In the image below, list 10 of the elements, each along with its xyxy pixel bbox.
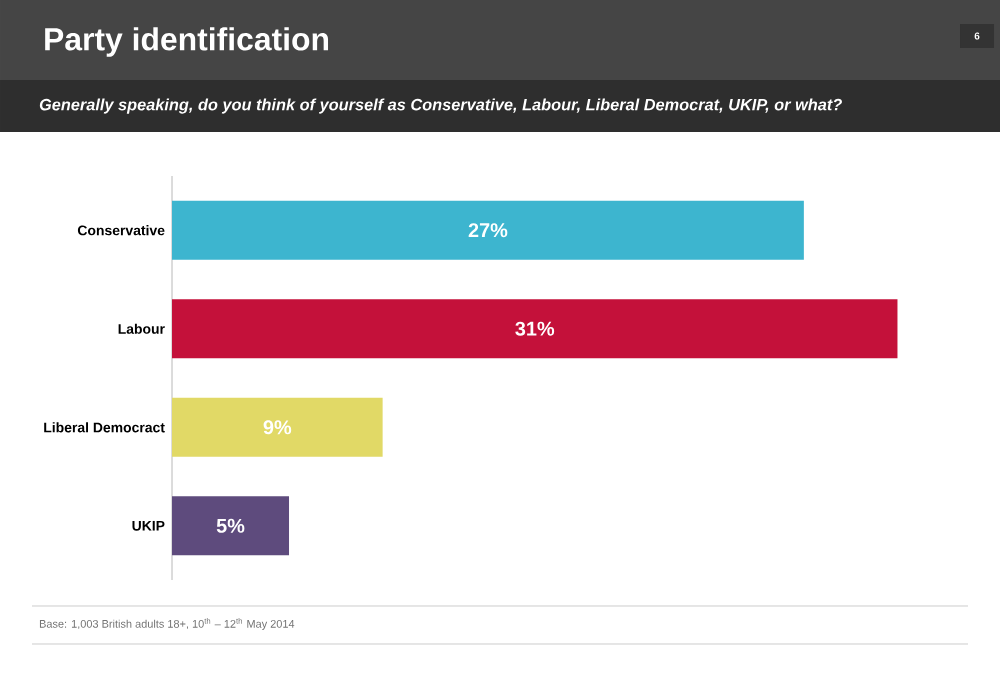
chart-title: Party identification <box>45 27 329 57</box>
bar <box>172 200 804 260</box>
data-label: 5% <box>216 518 245 533</box>
bar <box>172 397 383 457</box>
bar <box>172 496 290 556</box>
chart-subtitle: Generally speaking, do you think of yourself as Conservative, Labour, Liberal Democrat, UKIP, or what? <box>39 98 842 114</box>
data-label: 27% <box>468 223 508 238</box>
bar <box>172 299 898 359</box>
data-label: 31% <box>515 321 555 336</box>
data-label: 9% <box>263 420 292 435</box>
